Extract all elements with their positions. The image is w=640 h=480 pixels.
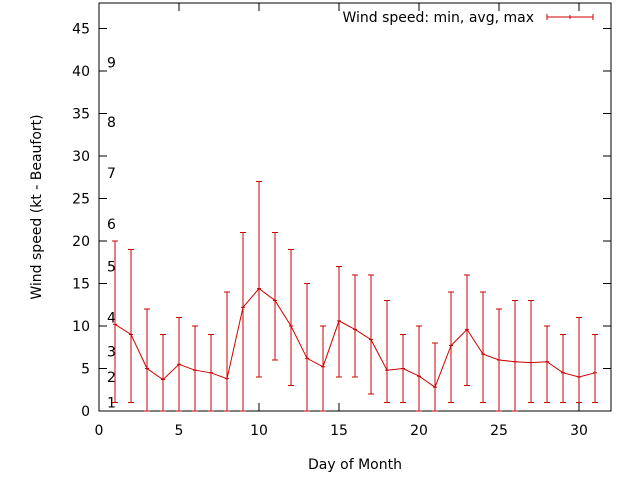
x-tick-label: 10 xyxy=(250,423,268,439)
beaufort-marker-label: 5 xyxy=(107,260,116,276)
beaufort-marker-label: 7 xyxy=(107,166,116,182)
avg-point xyxy=(433,385,437,390)
avg-points xyxy=(113,286,597,390)
legend-sample xyxy=(546,14,594,20)
avg-point xyxy=(337,318,341,323)
avg-point xyxy=(593,370,597,375)
avg-point xyxy=(273,298,277,303)
avg-point xyxy=(161,377,165,382)
x-tick-label: 0 xyxy=(95,423,104,439)
avg-point xyxy=(465,327,469,332)
avg-point xyxy=(353,327,357,332)
beaufort-marker-label: 1 xyxy=(107,396,116,412)
avg-point xyxy=(449,343,453,348)
y-tick-label: 30 xyxy=(72,149,90,165)
avg-point xyxy=(321,364,325,369)
avg-point xyxy=(561,370,565,375)
y-tick-label: 40 xyxy=(72,64,90,80)
avg-point xyxy=(209,370,213,375)
x-axis-ticks: 0 5 10 15 20 25 30 xyxy=(95,3,588,439)
avg-point xyxy=(113,322,117,327)
y-tick-label: 25 xyxy=(72,192,90,208)
y-axis-label: Wind speed (kt - Beaufort) xyxy=(29,114,45,299)
error-bars xyxy=(112,181,598,412)
beaufort-marker-label: 2 xyxy=(107,370,116,386)
avg-point xyxy=(369,337,373,342)
avg-point xyxy=(193,368,197,373)
x-tick-label: 20 xyxy=(410,423,428,439)
avg-point xyxy=(241,305,245,310)
y-tick-label: 35 xyxy=(72,107,90,123)
avg-point xyxy=(305,356,309,361)
beaufort-marker-label: 9 xyxy=(107,56,116,72)
avg-point xyxy=(145,366,149,371)
x-tick-label: 30 xyxy=(570,423,588,439)
avg-point xyxy=(529,360,533,365)
y-tick-label: 10 xyxy=(72,319,90,335)
avg-point xyxy=(385,368,389,373)
beaufort-marker-label: 3 xyxy=(107,345,116,361)
beaufort-marker-label: 4 xyxy=(107,311,116,327)
avg-point xyxy=(129,332,133,337)
x-tick-label: 15 xyxy=(330,423,348,439)
avg-point xyxy=(225,376,229,381)
x-tick-label: 25 xyxy=(490,423,508,439)
beaufort-marker-label: 8 xyxy=(107,115,116,131)
y-tick-label: 20 xyxy=(72,234,90,250)
avg-point xyxy=(481,352,485,357)
y-tick-label: 0 xyxy=(81,404,90,420)
avg-point xyxy=(401,366,405,371)
legend-label: Wind speed: min, avg, max xyxy=(342,10,534,26)
avg-point xyxy=(545,359,549,364)
y-tick-label: 5 xyxy=(81,362,90,378)
legend: Wind speed: min, avg, max xyxy=(342,10,594,26)
avg-point xyxy=(177,362,181,367)
avg-point xyxy=(497,358,501,362)
x-axis-label: Day of Month xyxy=(308,457,402,473)
avg-point xyxy=(577,375,581,379)
avg-point xyxy=(513,359,517,364)
beaufort-marker-label: 6 xyxy=(107,217,116,233)
beaufort-markers: 1 2 3 4 5 6 7 8 9 xyxy=(107,56,116,412)
plot-frame xyxy=(98,2,612,412)
x-tick-label: 5 xyxy=(175,423,184,439)
avg-point xyxy=(257,286,261,291)
avg-point xyxy=(289,324,293,328)
avg-point xyxy=(417,374,421,379)
y-tick-label: 15 xyxy=(72,277,90,293)
y-tick-label: 45 xyxy=(72,22,90,38)
